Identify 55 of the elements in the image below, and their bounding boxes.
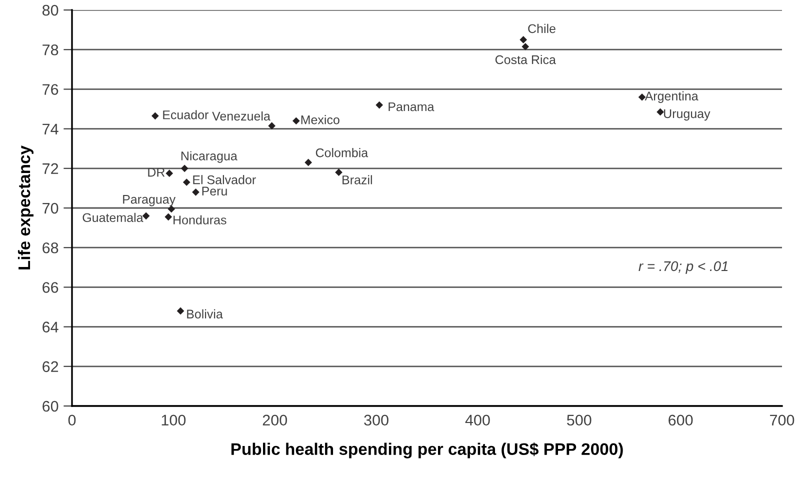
point bbox=[335, 168, 342, 176]
point bbox=[268, 122, 276, 130]
data-label: DR bbox=[148, 168, 165, 177]
y-tick-label: 68 bbox=[42, 242, 58, 254]
y-tick-label: 60 bbox=[42, 400, 58, 412]
data-label: Venezuela bbox=[212, 111, 270, 121]
data-label: Costa Rica bbox=[495, 54, 556, 64]
x-tick-label: 400 bbox=[465, 414, 490, 426]
data-label: Guatemala bbox=[82, 212, 144, 222]
point bbox=[151, 112, 159, 120]
y-axis-title: Life expectancy bbox=[18, 146, 34, 270]
y-tick-label: 70 bbox=[42, 202, 58, 214]
data-label: Colombia bbox=[316, 148, 368, 158]
y-tick-label: 80 bbox=[42, 4, 58, 16]
x-tick-label: 500 bbox=[567, 414, 592, 426]
x-tick-label: 100 bbox=[162, 414, 186, 426]
y-tick-label: 78 bbox=[42, 44, 58, 56]
point bbox=[522, 42, 530, 50]
point bbox=[304, 158, 312, 166]
y-tick-label: 76 bbox=[42, 84, 58, 95]
x-tick-label: 600 bbox=[668, 414, 693, 426]
point bbox=[164, 213, 172, 221]
x-tick-label: 700 bbox=[770, 414, 794, 426]
point bbox=[192, 188, 200, 196]
annotation: r = .70; p < .01 bbox=[638, 261, 728, 274]
point bbox=[520, 36, 528, 44]
x-tick-label: 200 bbox=[262, 414, 288, 426]
data-label: Argentina bbox=[644, 91, 698, 103]
data-label: Bolivia bbox=[187, 309, 223, 318]
y-tick-label: 62 bbox=[42, 361, 58, 372]
x-tick-label: 300 bbox=[364, 414, 388, 426]
data-label: Ecuador bbox=[163, 110, 208, 120]
data-label: Nicaragua bbox=[181, 151, 238, 163]
point bbox=[182, 178, 190, 186]
y-tick-label: 72 bbox=[42, 163, 58, 174]
data-label: El Salvador bbox=[193, 175, 256, 184]
data-label: Chile bbox=[528, 24, 556, 34]
point bbox=[292, 117, 300, 125]
y-tick-label: 74 bbox=[42, 124, 58, 134]
point bbox=[376, 101, 384, 109]
data-label: Paraguay bbox=[123, 195, 176, 206]
x-tick-label: 0 bbox=[68, 414, 76, 426]
y-tick-label: 66 bbox=[42, 282, 58, 293]
point bbox=[166, 170, 174, 178]
data-label: Brazil bbox=[342, 175, 372, 184]
point bbox=[180, 164, 188, 172]
data-label: Panama bbox=[388, 102, 434, 112]
x-axis-title: Public health spending per capita (US$ PPP 2000) bbox=[231, 442, 623, 458]
data-label: Peru bbox=[202, 186, 227, 196]
data-label: Uruguay bbox=[664, 109, 710, 121]
data-label: Mexico bbox=[301, 115, 340, 124]
point bbox=[656, 108, 664, 116]
data-label: Honduras bbox=[174, 215, 226, 224]
point bbox=[176, 307, 184, 315]
y-tick-label: 64 bbox=[42, 322, 58, 332]
